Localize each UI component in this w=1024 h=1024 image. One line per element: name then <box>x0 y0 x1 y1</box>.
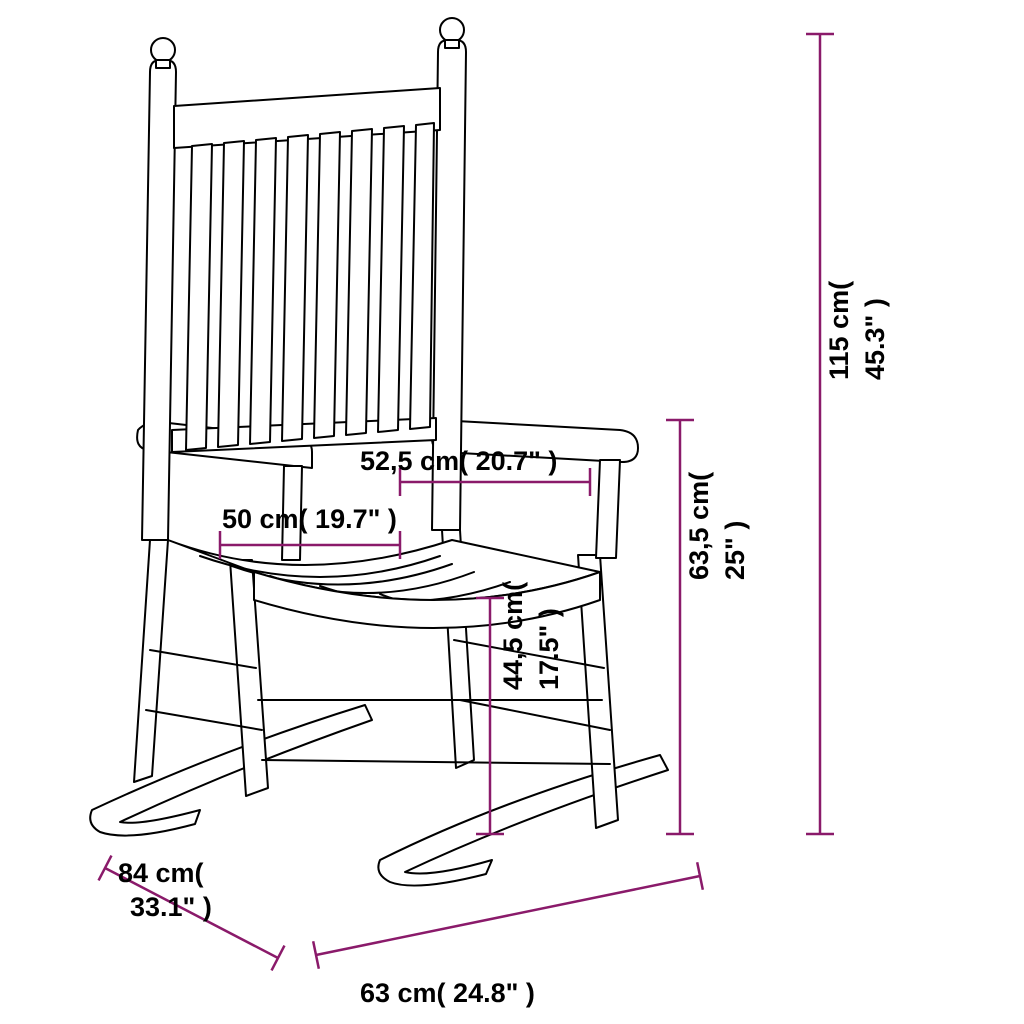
label-seat-depth: 52,5 cm( 20.7" ) <box>360 446 557 476</box>
label-total-height-cm: 115 cm( <box>824 281 854 380</box>
label-seat-height-in: 17.5" ) <box>534 608 564 690</box>
label-total-height-in: 45.3" ) <box>860 298 890 380</box>
label-seat-height-cm: 44,5 cm( <box>498 582 528 690</box>
label-overall-width: 63 cm( 24.8" ) <box>360 978 535 1008</box>
label-arm-height-cm: 63,5 cm( <box>684 472 714 580</box>
dimension-diagram: 115 cm( 45.3" ) 63,5 cm( 25" ) 44,5 cm( 17… <box>0 0 1024 1024</box>
label-rocker-depth-in: 33.1" ) <box>130 892 212 922</box>
label-rocker-depth-cm: 84 cm( <box>118 858 204 888</box>
label-seat-width: 50 cm( 19.7" ) <box>222 504 397 534</box>
label-arm-height-in: 25" ) <box>720 521 750 580</box>
